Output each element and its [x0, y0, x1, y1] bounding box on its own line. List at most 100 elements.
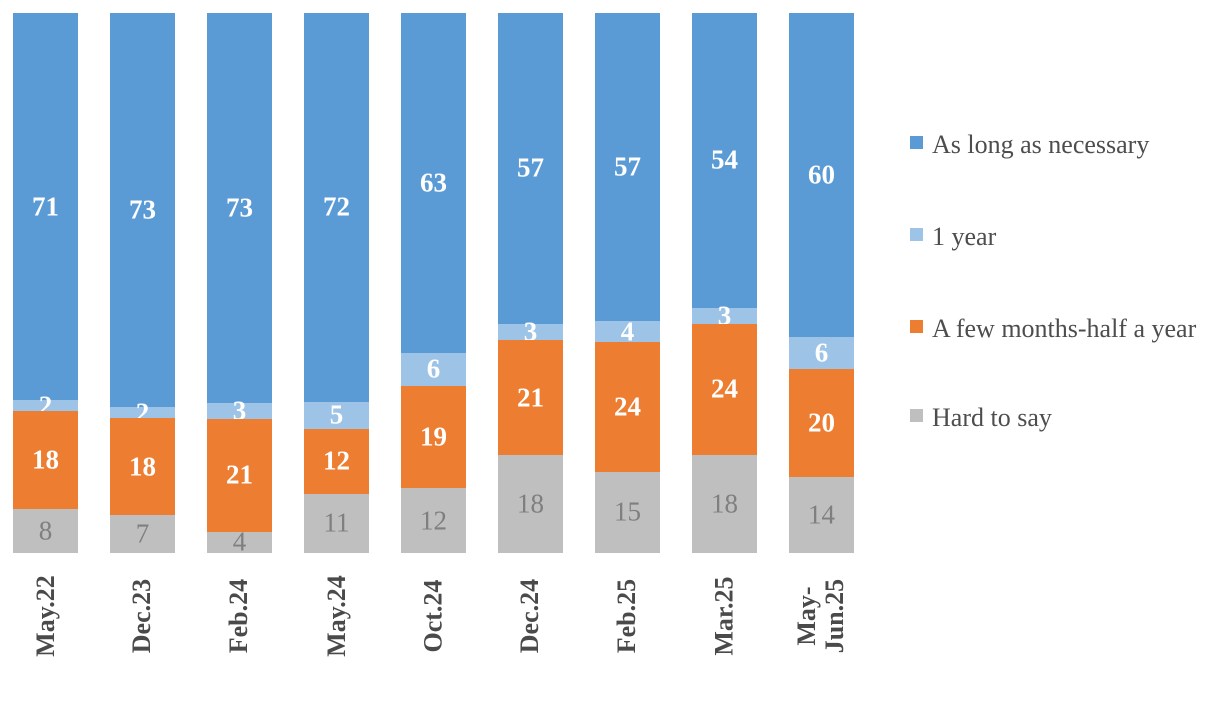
- x-axis-label: May.24: [321, 575, 351, 657]
- segment-1-year: 3: [207, 397, 272, 424]
- value-label: 19: [420, 421, 447, 452]
- value-label: 24: [711, 373, 738, 404]
- x-axis-label: Feb.24: [224, 578, 254, 654]
- segment-1-year: 3: [692, 302, 757, 329]
- x-axis-tick-oct-24: Oct.24: [401, 556, 466, 676]
- bar-dec-23: 73 2 18 7: [110, 13, 175, 553]
- value-label: 7: [135, 518, 150, 549]
- x-axis-label: May- Jun.25: [792, 578, 850, 654]
- x-axis-label: Dec.24: [515, 578, 545, 654]
- value-label: 63: [420, 167, 447, 198]
- segment-a-few-months-half-a-year: 18: [13, 411, 78, 510]
- value-label: 18: [517, 488, 544, 519]
- value-label: 12: [420, 505, 447, 536]
- segment-as-long-as-necessary: 57: [498, 13, 563, 324]
- segment-a-few-months-half-a-year: 18: [110, 417, 175, 516]
- legend-item-1-year: 1 year: [910, 220, 996, 254]
- segment-1-year: 6: [401, 353, 466, 386]
- segment-hard-to-say: 18: [498, 454, 563, 553]
- value-label: 18: [129, 451, 156, 482]
- segment-hard-to-say: 4: [207, 528, 272, 555]
- segment-hard-to-say: 11: [304, 493, 369, 553]
- segment-as-long-as-necessary: 57: [595, 13, 660, 321]
- value-label: 15: [614, 496, 641, 527]
- legend-swatch-icon: [910, 136, 923, 149]
- x-axis-label: Mar.25: [709, 576, 739, 656]
- bar-dec-24: 57 3 21 18: [498, 13, 563, 553]
- segment-hard-to-say: 8: [13, 509, 78, 553]
- x-axis-label: Dec.23: [127, 578, 157, 654]
- legend-swatch-icon: [910, 228, 923, 241]
- legend-entry-label: As long as necessary: [932, 130, 1150, 159]
- x-axis: May.22 Dec.23 Feb.24 May.24 Oct.24 Dec.24 Feb.…: [13, 556, 854, 676]
- segment-hard-to-say: 18: [692, 454, 757, 553]
- value-label: 54: [711, 144, 738, 175]
- segment-as-long-as-necessary: 54: [692, 13, 757, 308]
- value-label: 73: [226, 192, 253, 223]
- bar-may-jun-25: 60 6 20 14: [789, 13, 854, 553]
- x-axis-tick-dec-24: Dec.24: [498, 556, 563, 676]
- x-axis-label: Feb.25: [612, 578, 642, 654]
- segment-a-few-months-half-a-year: 21: [207, 419, 272, 532]
- x-axis-tick-may-24: May.24: [304, 556, 369, 676]
- legend-swatch-icon: [910, 409, 923, 422]
- segment-hard-to-say: 14: [789, 477, 854, 553]
- segment-as-long-as-necessary: 63: [401, 13, 466, 354]
- segment-1-year: 6: [789, 337, 854, 370]
- value-label: 4: [232, 526, 247, 557]
- segment-1-year: 4: [595, 318, 660, 345]
- value-label: 14: [808, 499, 835, 530]
- value-label: 21: [517, 382, 544, 413]
- value-label: 73: [129, 194, 156, 225]
- value-label: 60: [808, 159, 835, 190]
- value-label: 57: [614, 151, 641, 182]
- legend-entry-label: 1 year: [932, 222, 997, 251]
- segment-1-year: 5: [304, 401, 369, 429]
- segment-1-year: 2: [110, 399, 175, 426]
- value-label: 18: [711, 488, 738, 519]
- bar-may-22: 71 2 18 8: [13, 13, 78, 553]
- segment-as-long-as-necessary: 72: [304, 13, 369, 402]
- legend: As long as necessary 1 year A few months-h…: [910, 128, 1200, 488]
- segment-a-few-months-half-a-year: 21: [498, 340, 563, 455]
- value-label: 8: [38, 515, 53, 546]
- x-axis-tick-may-jun-25: May- Jun.25: [789, 556, 854, 676]
- x-axis-tick-feb-24: Feb.24: [207, 556, 272, 676]
- x-axis-label: May.22: [30, 575, 60, 657]
- value-label: 6: [814, 337, 829, 368]
- bar-feb-24: 73 3 21 4: [207, 13, 272, 555]
- value-label: 72: [323, 191, 350, 222]
- value-label: 12: [323, 445, 350, 476]
- value-label: 5: [329, 399, 344, 430]
- legend-swatch-icon: [910, 320, 923, 333]
- legend-entry-label: A few months-half a year: [932, 314, 1197, 343]
- segment-hard-to-say: 15: [595, 471, 660, 553]
- value-label: 57: [517, 152, 544, 183]
- bar-may-24: 72 5 12 11: [304, 13, 369, 553]
- segment-a-few-months-half-a-year: 20: [789, 369, 854, 478]
- value-label: 71: [32, 191, 59, 222]
- bar-mar-25: 54 3 24 18: [692, 13, 757, 553]
- x-axis-tick-dec-23: Dec.23: [110, 556, 175, 676]
- bar-oct-24: 63 6 19 12: [401, 13, 466, 553]
- legend-entry-label: Hard to say: [932, 403, 1052, 432]
- segment-as-long-as-necessary: 71: [13, 13, 78, 401]
- value-label: 20: [808, 407, 835, 438]
- legend-item-a-few-months-half-a-year: A few months-half a year: [910, 312, 1196, 346]
- segment-1-year: 3: [498, 318, 563, 345]
- value-label: 24: [614, 391, 641, 422]
- segment-as-long-as-necessary: 73: [207, 13, 272, 404]
- plot-area: 71 2 18 8 73 2 18 7 73 3 21 4 72 5 12 11 63 6 19 12 57 3 21 18 5…: [13, 13, 854, 555]
- segment-a-few-months-half-a-year: 19: [401, 385, 466, 489]
- legend-item-as-long-as-necessary: As long as necessary: [910, 128, 1149, 162]
- segment-hard-to-say: 12: [401, 488, 466, 553]
- x-axis-tick-may-22: May.22: [13, 556, 78, 676]
- value-label: 21: [226, 459, 253, 490]
- segment-1-year: 2: [13, 392, 78, 419]
- bar-feb-25: 57 4 24 15: [595, 13, 660, 553]
- segment-as-long-as-necessary: 73: [110, 13, 175, 408]
- value-label: 6: [426, 353, 441, 384]
- value-label: 11: [323, 507, 350, 538]
- x-axis-tick-mar-25: Mar.25: [692, 556, 757, 676]
